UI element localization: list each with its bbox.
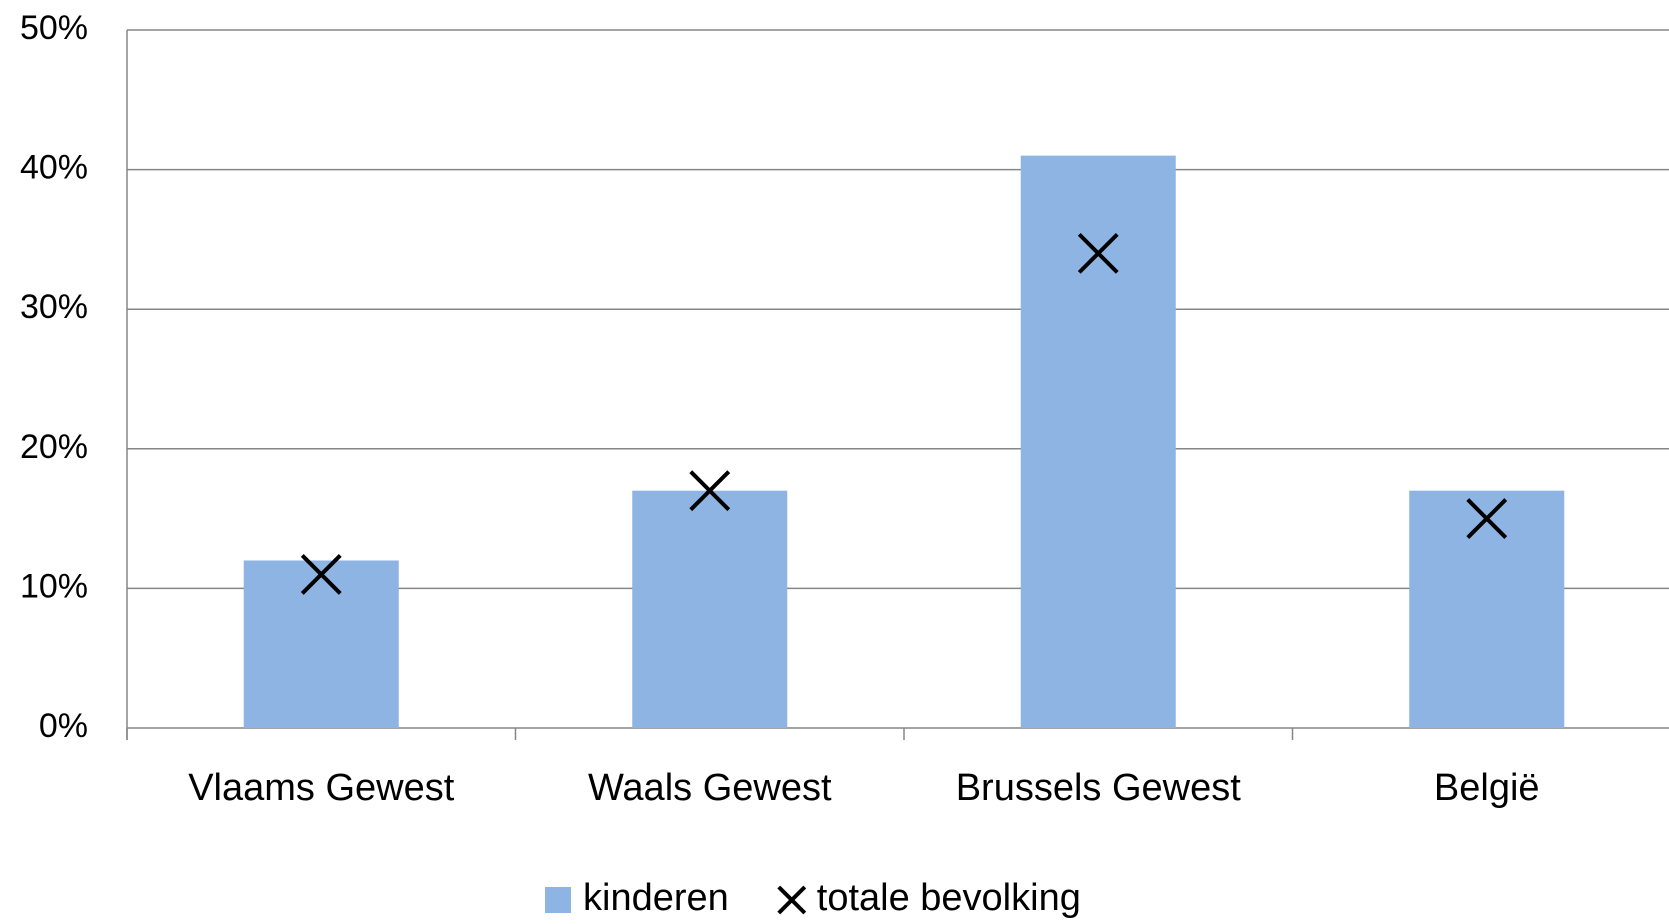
- bar: [1409, 490, 1565, 728]
- y-tick-label: 0%: [39, 707, 88, 745]
- marker: [1077, 232, 1119, 274]
- legend-label: totale bevolking: [817, 877, 1081, 919]
- legend-marker: [777, 885, 807, 915]
- y-tick-label: 30%: [20, 288, 88, 326]
- x-tick-label: Vlaams Gewest: [188, 767, 455, 809]
- y-tick-label: 20%: [20, 428, 88, 466]
- y-tick-label: 50%: [20, 9, 88, 47]
- x-tick-label: Brussels Gewest: [956, 767, 1242, 809]
- bar: [243, 560, 399, 728]
- bar: [1020, 155, 1176, 728]
- legend-label: kinderen: [583, 877, 729, 919]
- y-tick-label: 40%: [20, 149, 88, 187]
- bar: [632, 490, 788, 728]
- x-tick-label: België: [1434, 767, 1540, 809]
- y-tick-label: 10%: [20, 567, 88, 605]
- marker: [300, 554, 342, 595]
- legend-swatch: [545, 887, 571, 913]
- marker: [1466, 498, 1508, 540]
- marker: [689, 470, 731, 512]
- x-tick-label: Waals Gewest: [588, 767, 832, 809]
